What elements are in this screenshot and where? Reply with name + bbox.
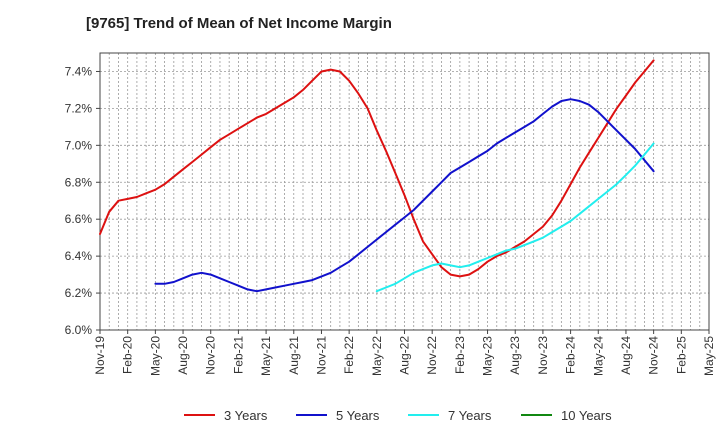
x-tick-label: Aug-23: [508, 336, 522, 375]
x-axis: Nov-19 Feb-20 May-20 Aug-20 Nov-20 Feb-21 May-…: [93, 330, 716, 376]
x-tick-label: May-20: [148, 336, 162, 376]
legend-5-years-label: 5 Years: [336, 408, 380, 423]
x-tick-label: Aug-22: [398, 336, 412, 375]
x-tick-label: Nov-19: [93, 336, 107, 375]
y-tick-label: 7.4%: [65, 64, 93, 78]
series-line-3-years: [99, 59, 655, 278]
x-tick-label: Feb-21: [231, 336, 245, 374]
x-tick-label: Nov-21: [314, 336, 328, 375]
x-tick-label: Aug-21: [287, 336, 301, 375]
x-tick-label: Nov-24: [647, 336, 661, 375]
y-axis: 6.0% 6.2% 6.4% 6.6% 6.8% 7.0% 7.2% 7.4%: [65, 64, 100, 337]
x-tick-label: Nov-20: [204, 336, 218, 375]
legend-3-years-label: 3 Years: [224, 408, 268, 423]
series-line-5-years: [154, 98, 655, 293]
x-tick-label: Nov-23: [536, 336, 550, 375]
x-tick-label: Feb-22: [342, 336, 356, 374]
x-tick-label: May-21: [259, 336, 273, 376]
chart-title: [9765] Trend of Mean of Net Income Margi…: [86, 15, 392, 32]
x-tick-label: Aug-20: [176, 336, 190, 375]
grid: [100, 53, 709, 330]
y-tick-label: 7.0%: [65, 138, 93, 152]
y-tick-label: 6.0%: [65, 323, 93, 337]
x-tick-label: Aug-24: [619, 336, 633, 375]
legend-7-years-label: 7 Years: [448, 408, 492, 423]
legend-10-years-label: 10 Years: [561, 408, 612, 423]
x-tick-label: Feb-25: [674, 336, 688, 374]
y-tick-label: 6.4%: [65, 249, 93, 263]
x-tick-label: Feb-20: [121, 336, 135, 374]
legend: 3 Years 5 Years 7 Years 10 Years: [184, 408, 612, 423]
y-tick-label: 6.6%: [65, 212, 93, 226]
x-tick-label: Feb-23: [453, 336, 467, 374]
x-tick-label: May-23: [481, 336, 495, 376]
y-tick-label: 6.2%: [65, 286, 93, 300]
x-tick-label: Nov-22: [425, 336, 439, 375]
x-tick-label: May-24: [591, 336, 605, 376]
y-tick-label: 6.8%: [65, 175, 93, 189]
series-line-7-years: [375, 142, 655, 293]
x-tick-label: Feb-24: [564, 336, 578, 374]
x-tick-label: May-25: [702, 336, 716, 376]
y-tick-label: 7.2%: [65, 101, 93, 115]
series-lines: [99, 59, 655, 293]
x-tick-label: May-22: [370, 336, 384, 376]
